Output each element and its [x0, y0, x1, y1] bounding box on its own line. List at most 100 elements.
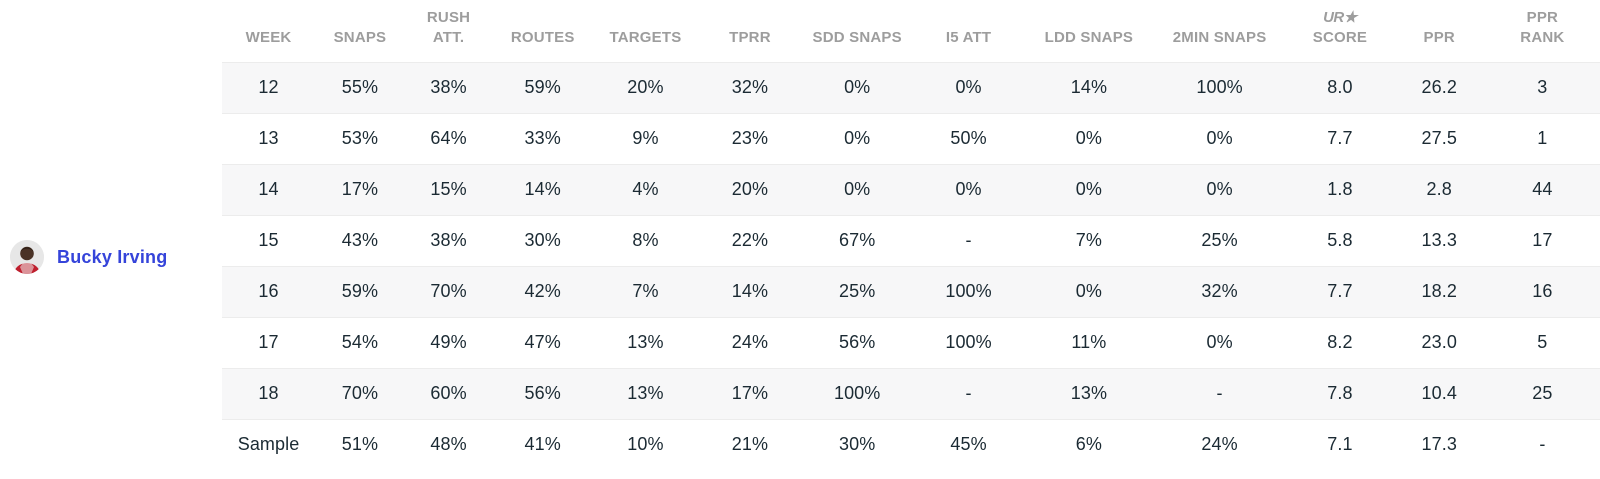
cell-rush-att: 15% [430, 179, 467, 199]
cell-snaps: 59% [341, 281, 379, 301]
player-card[interactable]: Bucky Irving [10, 240, 167, 274]
table-row-18: 18 70% 60% 56% 13% 17% 100% - 13% - 7.8 10.4 25 [222, 368, 1600, 419]
cell-week: 18 [258, 383, 279, 403]
cell-2min-snaps: 25% [1201, 230, 1238, 250]
cell-ppr: 10.4 [1421, 383, 1457, 403]
cell-snaps: 51% [341, 434, 379, 455]
cell-snaps: 43% [341, 230, 379, 250]
cell-tprr: 32% [731, 77, 769, 97]
cell-ppr-rank: 25 [1532, 383, 1553, 403]
column-header-i5-att: I5 ATT [945, 29, 992, 47]
cell-rush-att: 38% [430, 77, 467, 97]
cell-rush-att: 70% [430, 281, 467, 301]
cell-routes: 33% [524, 128, 561, 148]
cell-ppr-rank: 3 [1537, 77, 1548, 97]
cell-week: 16 [258, 281, 279, 301]
cell-sdd-snaps: 25% [839, 281, 876, 301]
cell-ppr: 18.2 [1421, 281, 1457, 301]
cell-routes: 42% [524, 281, 561, 301]
cell-tprr: 20% [731, 179, 769, 199]
player-headshot-icon [10, 240, 44, 274]
cell-i5-att: 0% [955, 77, 982, 97]
cell-ud-score: 7.8 [1327, 383, 1353, 403]
cell-ldd-snaps: 14% [1070, 77, 1108, 97]
column-header-tprr: TPRR [729, 29, 771, 47]
cell-week: Sample [237, 434, 300, 455]
column-header-week: WEEK [245, 29, 292, 47]
cell-targets: 8% [632, 230, 659, 250]
cell-2min-snaps: - [1216, 383, 1223, 403]
cell-tprr: 22% [731, 230, 769, 250]
cell-ppr-rank: - [1539, 434, 1546, 455]
column-header-snaps: SNAPS [333, 29, 387, 47]
table-row-16: 16 59% 70% 42% 7% 14% 25% 100% 0% 32% 7.7 18.2 16 [222, 266, 1600, 317]
cell-routes: 41% [524, 434, 561, 455]
cell-routes: 56% [524, 383, 561, 403]
cell-ppr-rank: 17 [1532, 230, 1553, 250]
cell-week: 14 [258, 179, 279, 199]
cell-i5-att: 0% [955, 179, 982, 199]
cell-routes: 14% [524, 179, 561, 199]
cell-rush-att: 49% [430, 332, 467, 352]
cell-ppr: 13.3 [1421, 230, 1457, 250]
cell-ud-score: 5.8 [1327, 230, 1353, 250]
cell-snaps: 54% [341, 332, 379, 352]
cell-ppr-rank: 5 [1537, 332, 1548, 352]
cell-targets: 13% [627, 332, 664, 352]
cell-sdd-snaps: 56% [839, 332, 876, 352]
cell-ppr-rank: 44 [1532, 179, 1553, 199]
cell-2min-snaps: 24% [1201, 434, 1238, 455]
column-header-routes: ROUTES [510, 29, 575, 47]
cell-i5-att: - [965, 383, 972, 403]
table-row-sample: Sample 51% 48% 41% 10% 21% 30% 45% 6% 24% 7.1 17.3 - [222, 419, 1600, 470]
cell-tprr: 23% [731, 128, 769, 148]
table-body: 12 55% 38% 59% 20% 32% 0% 0% 14% 100% 8.0 26.2 3 13 53… [222, 62, 1600, 470]
cell-tprr: 14% [731, 281, 769, 301]
cell-ppr: 2.8 [1426, 179, 1452, 199]
table-row-15: 15 43% 38% 30% 8% 22% 67% - 7% 25% 5.8 13.3 17 [222, 215, 1600, 266]
cell-targets: 4% [632, 179, 659, 199]
cell-sdd-snaps: 100% [833, 383, 881, 403]
cell-i5-att: 45% [950, 434, 987, 455]
column-header-ppr-rank: PPR RANK [1520, 9, 1565, 47]
cell-ppr-rank: 1 [1537, 128, 1548, 148]
cell-ldd-snaps: 0% [1075, 128, 1102, 148]
cell-snaps: 17% [341, 179, 379, 199]
cell-targets: 20% [627, 77, 664, 97]
column-header-2min-snaps: 2MIN SNAPS [1172, 29, 1267, 47]
cell-2min-snaps: 0% [1206, 179, 1233, 199]
cell-week: 17 [258, 332, 279, 352]
cell-tprr: 24% [731, 332, 769, 352]
cell-sdd-snaps: 0% [844, 77, 871, 97]
cell-snaps: 55% [341, 77, 379, 97]
column-header-ldd-snaps: LDD SNAPS [1044, 29, 1134, 47]
cell-i5-att: 100% [945, 332, 992, 352]
cell-ud-score: 8.0 [1327, 77, 1353, 97]
cell-ldd-snaps: 0% [1075, 281, 1102, 301]
cell-targets: 9% [632, 128, 659, 148]
cell-targets: 13% [627, 383, 664, 403]
cell-ldd-snaps: 0% [1075, 179, 1102, 199]
table-row-13: 13 53% 64% 33% 9% 23% 0% 50% 0% 0% 7.7 27.5 1 [222, 113, 1600, 164]
column-header-ppr: PPR [1423, 29, 1455, 47]
cell-ppr: 26.2 [1421, 77, 1457, 97]
cell-ud-score: 8.2 [1327, 332, 1353, 352]
player-avatar[interactable] [10, 240, 44, 274]
cell-snaps: 70% [341, 383, 379, 403]
cell-ud-score: 7.1 [1327, 434, 1353, 455]
cell-2min-snaps: 32% [1201, 281, 1238, 301]
cell-routes: 59% [524, 77, 561, 97]
cell-ud-score: 7.7 [1327, 281, 1353, 301]
cell-ppr-rank: 16 [1532, 281, 1553, 301]
table-row-14: 14 17% 15% 14% 4% 20% 0% 0% 0% 0% 1.8 2.8 44 [222, 164, 1600, 215]
cell-rush-att: 64% [430, 128, 467, 148]
cell-sdd-snaps: 30% [839, 434, 876, 455]
cell-2min-snaps: 100% [1196, 77, 1243, 97]
column-header-rush-att: RUSH ATT. [426, 9, 471, 47]
cell-week: 15 [258, 230, 279, 250]
cell-ud-score: 1.8 [1327, 179, 1353, 199]
cell-sdd-snaps: 0% [844, 179, 871, 199]
table-row-17: 17 54% 49% 47% 13% 24% 56% 100% 11% 0% 8.2 23.0 5 [222, 317, 1600, 368]
table-row-12: 12 55% 38% 59% 20% 32% 0% 0% 14% 100% 8.0 26.2 3 [222, 62, 1600, 113]
player-name-link[interactable]: Bucky Irving [57, 246, 168, 267]
